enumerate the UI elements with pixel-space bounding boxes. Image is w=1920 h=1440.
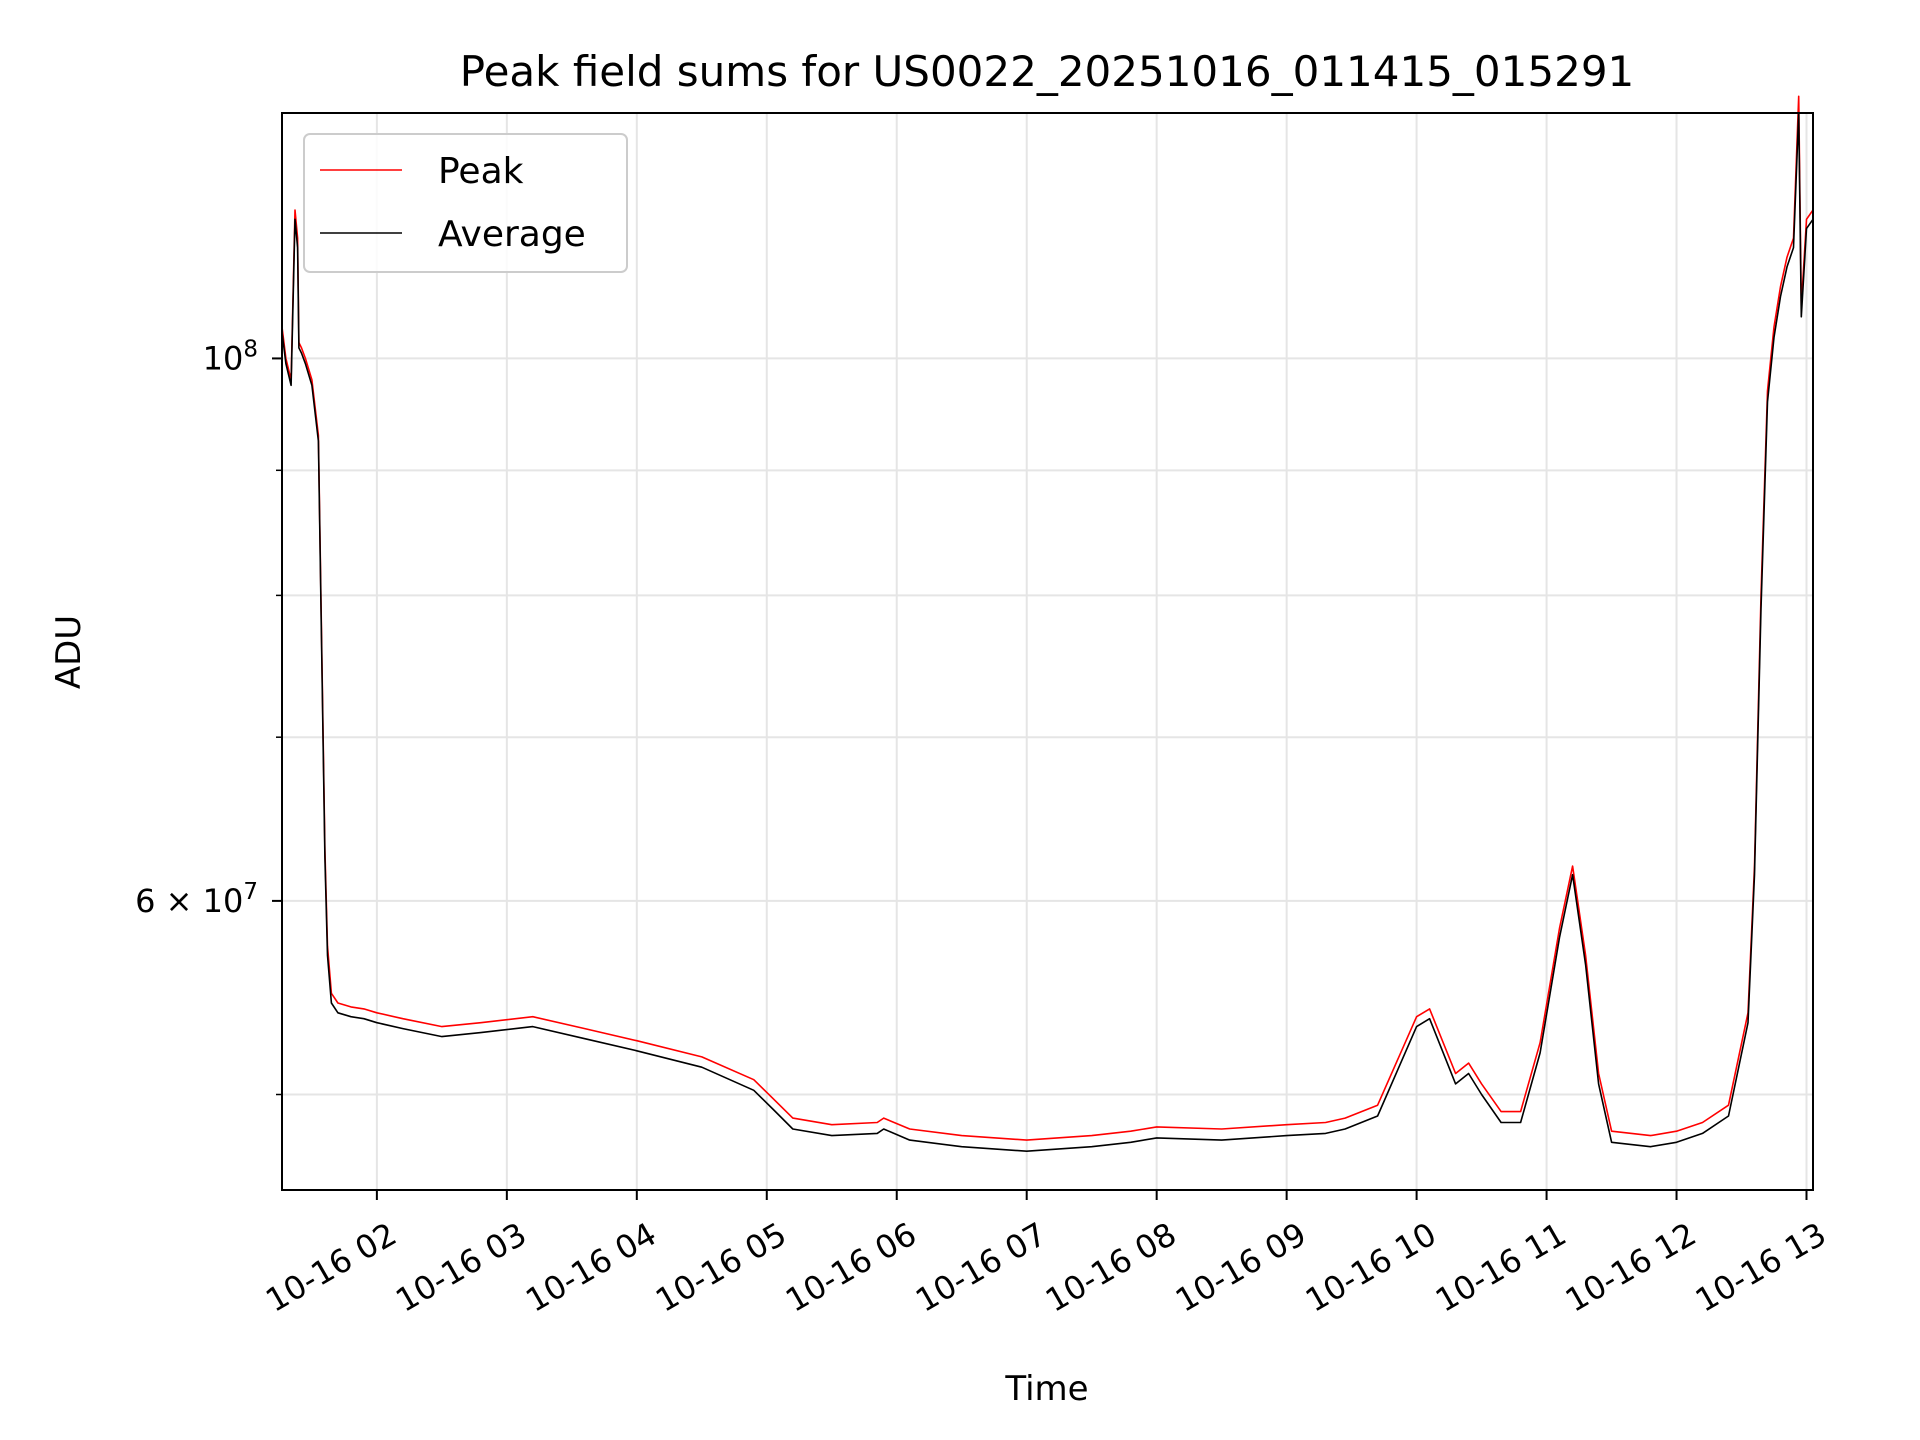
legend-label-average: Average — [438, 214, 586, 255]
y-axis: 6 × 107 108 — [135, 336, 282, 1096]
legend-box — [303, 133, 628, 273]
series-line-average — [281, 112, 1814, 1152]
legend: Peak Average — [303, 133, 628, 273]
x-axis-label: Time — [1004, 1369, 1088, 1409]
series-layer — [281, 95, 1814, 1152]
y-tick-label: 108 — [203, 336, 258, 377]
y-axis-label: ADU — [49, 615, 89, 689]
plot-frame — [281, 112, 1814, 1191]
chart-title: Peak field sums for US0022_20251016_0114… — [460, 47, 1635, 96]
legend-label-peak: Peak — [438, 151, 524, 192]
y-tick-label: 6 × 107 — [135, 879, 258, 920]
grid — [282, 113, 1813, 1190]
